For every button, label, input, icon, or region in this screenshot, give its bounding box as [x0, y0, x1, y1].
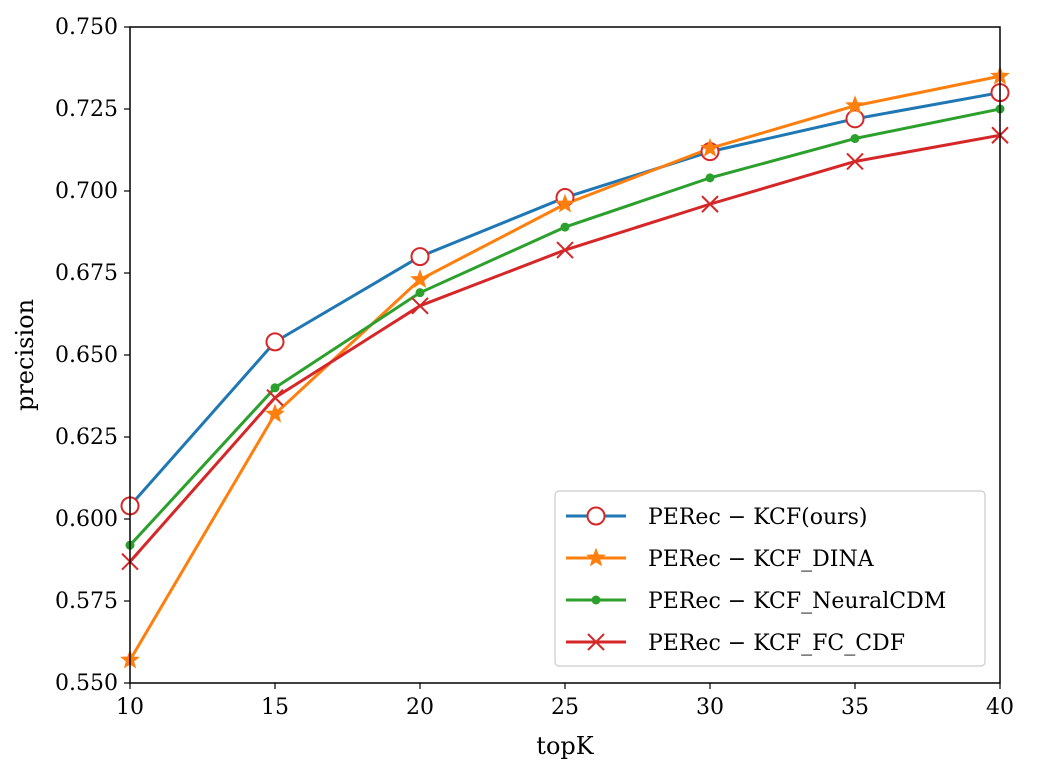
legend-item: PERec − KCF_DINA	[566, 547, 875, 572]
data-point-series-2	[555, 193, 575, 213]
data-point-series-1	[265, 332, 285, 352]
legend-box	[554, 490, 986, 667]
series-line-1	[130, 91, 1000, 508]
x-tick-label: 40	[986, 695, 1014, 720]
y-axis: 0.550 0.575 0.600 0.625 0.650 0.675 0.700 0.725…	[55, 15, 130, 696]
legend: PERec − KCF(ours) PERec − KCF_DINA PERec −…	[554, 490, 986, 667]
y-tick-label: 0.675	[55, 261, 118, 286]
data-point-series-2	[700, 137, 720, 157]
data-point-series-3	[560, 222, 570, 232]
data-point-series-3	[270, 383, 280, 393]
markers-layer	[120, 65, 1010, 669]
data-point-series-3	[850, 134, 860, 144]
y-tick-label: 0.750	[55, 15, 118, 40]
y-tick-label: 0.725	[55, 97, 118, 122]
x-tick-label: 20	[406, 695, 434, 720]
data-point-series-3	[415, 288, 425, 298]
data-point-series-4	[411, 297, 429, 315]
y-tick-label: 0.650	[55, 343, 118, 368]
legend-marker-2	[586, 547, 606, 567]
x-tick-label: 25	[551, 695, 579, 720]
x-axis: 10 15 20 25 30 35 40	[116, 683, 1014, 720]
x-tick-label: 30	[696, 695, 724, 720]
y-tick-label: 0.700	[55, 179, 118, 204]
data-point-series-2	[410, 269, 430, 288]
data-point-series-4	[266, 388, 284, 407]
legend-label: PERec − KCF_DINA	[648, 547, 875, 572]
x-tick-label: 35	[841, 695, 869, 720]
data-point-series-2	[265, 403, 285, 423]
legend-label: PERec − KCF_FC_CDF	[648, 631, 905, 656]
y-tick-label: 0.575	[55, 589, 118, 614]
legend-item: PERec − KCF(ours)	[566, 505, 868, 530]
x-tick-label: 15	[261, 695, 289, 720]
data-point-series-2	[845, 95, 865, 115]
y-tick-label: 0.600	[55, 507, 118, 532]
legend-marker-1	[586, 506, 606, 526]
legend-label: PERec − KCF(ours)	[648, 505, 868, 530]
data-point-series-4	[846, 152, 864, 171]
data-point-series-3	[705, 173, 715, 183]
data-point-series-4	[556, 241, 574, 259]
y-tick-label: 0.550	[55, 671, 118, 696]
x-axis-label: topK	[536, 732, 594, 760]
series-line-3	[130, 107, 1000, 548]
legend-item: PERec − KCF_NeuralCDM	[566, 589, 946, 614]
data-point-series-4	[701, 195, 719, 213]
x-tick-label: 10	[116, 695, 144, 720]
data-point-series-1	[845, 109, 865, 129]
legend-label: PERec − KCF_NeuralCDM	[648, 589, 946, 614]
legend-marker-3	[591, 595, 601, 605]
legend-marker-4	[587, 633, 605, 651]
data-point-series-1	[410, 247, 430, 267]
legend-item: PERec − KCF_FC_CDF	[566, 631, 905, 656]
y-axis-label: precision	[11, 299, 39, 411]
y-tick-label: 0.625	[55, 425, 118, 450]
